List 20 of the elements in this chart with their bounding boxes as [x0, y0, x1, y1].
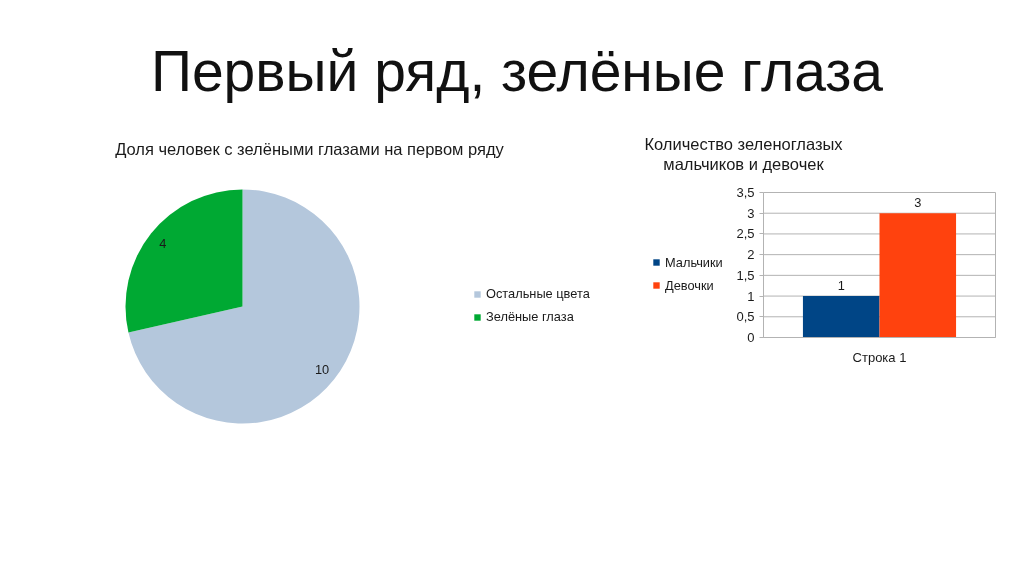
legend-label: Остальные цвета: [486, 286, 590, 301]
y-tick-label: 0,5: [736, 309, 755, 325]
data-label: 3: [914, 195, 922, 211]
chart-title: Первый ряд, зелёные глаза: [150, 39, 884, 103]
chart-title: Количество зеленоглазых мальчиков и девочек: [644, 134, 844, 174]
legend-label: Мальчики: [665, 254, 723, 270]
x-tick-label: Строка 1: [852, 349, 907, 365]
legend-label: Зелёные глаза: [486, 309, 574, 324]
y-tick-label: 2,5: [736, 226, 755, 242]
y-tick-label: 1,5: [736, 267, 755, 283]
data-label: 10: [314, 362, 330, 378]
legend-label: Девочки: [665, 277, 714, 293]
data-label: 1: [837, 278, 845, 294]
y-tick-label: 3,5: [736, 185, 755, 200]
y-tick-label: 2: [747, 247, 755, 263]
chart-subtitle: Доля человек с зелёными глазами на первом ряду: [115, 139, 505, 158]
y-tick-label: 3: [747, 205, 755, 221]
y-tick-label: 0: [747, 330, 755, 345]
data-label: 4: [159, 235, 167, 251]
y-tick-label: 1: [747, 288, 755, 304]
